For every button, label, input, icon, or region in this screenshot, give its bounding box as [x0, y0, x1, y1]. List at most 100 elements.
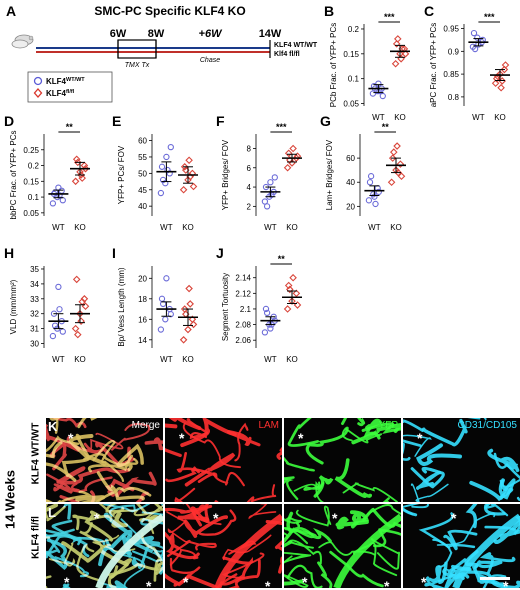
data-point-ko	[286, 285, 294, 294]
y-tick-label: 35	[30, 265, 39, 274]
data-point-ko	[401, 50, 410, 58]
data-point-wt	[372, 200, 379, 208]
data-point-ko	[388, 154, 397, 162]
data-point-wt	[55, 184, 62, 191]
data-point-wt	[159, 176, 167, 184]
y-axis-label: PCb Frac. of YFP+ PCs	[329, 23, 338, 108]
x-tick-label-ko: KO	[494, 113, 506, 122]
data-point-wt	[158, 295, 166, 302]
data-point-wt	[55, 283, 62, 291]
scale-bar	[480, 577, 510, 580]
legend-diamond-icon	[33, 88, 43, 98]
data-point-ko	[71, 177, 80, 186]
y-tick-label: 0.9	[448, 47, 460, 56]
asterisk-marker: *	[183, 574, 189, 588]
y-tick-label: 0.1	[28, 193, 40, 202]
y-tick-label: 60	[138, 137, 147, 146]
data-point-ko	[81, 164, 90, 173]
x-tick-label-wt: WT	[52, 355, 65, 364]
data-point-wt	[379, 92, 386, 100]
panel-letter-l: L	[48, 505, 56, 520]
x-tick-label-ko: KO	[390, 223, 402, 232]
data-point-ko	[284, 149, 293, 158]
data-point-wt	[158, 163, 166, 170]
y-axis-label: YFP+ Bridges/ FOV	[221, 139, 230, 210]
x-tick-label-ko: KO	[286, 223, 298, 232]
data-point-ko	[72, 155, 81, 164]
x-tick-label-wt: WT	[160, 355, 173, 364]
data-point-ko	[390, 148, 398, 156]
column-label-3: YFP	[378, 420, 398, 431]
panel-letter-h: H	[4, 245, 14, 261]
tmx-label: TMX Tx	[125, 62, 150, 69]
x-tick-label-wt: WT	[472, 113, 485, 122]
data-point-wt	[263, 203, 271, 210]
y-tick-label: 45	[138, 186, 147, 195]
data-point-ko	[396, 160, 405, 168]
y-tick-label: 20	[138, 274, 147, 283]
y-tick-label: 2.08	[235, 321, 251, 330]
panel-letter-b: B	[324, 3, 334, 19]
y-tick-label: 32	[30, 310, 39, 319]
y-tick-label: 2.12	[235, 289, 251, 298]
y-tick-label: 0.05	[343, 100, 359, 109]
data-point-wt	[49, 332, 57, 340]
data-point-wt	[159, 300, 167, 308]
data-point-wt	[167, 311, 174, 318]
y-tick-label: 2	[247, 202, 252, 211]
y-tick-label: 60	[346, 154, 355, 163]
data-point-ko	[284, 281, 293, 290]
y-tick-label: 20	[346, 202, 355, 211]
data-point-ko	[393, 142, 401, 150]
data-point-wt	[366, 179, 374, 186]
asterisk-marker: *	[94, 510, 100, 526]
y-tick-label: 0.25	[23, 146, 39, 155]
data-point-ko	[179, 185, 188, 194]
data-point-ko	[500, 65, 509, 74]
panel-letter-d: D	[4, 113, 14, 129]
significance-label: **	[382, 122, 390, 132]
column-label-2: LAM	[258, 420, 279, 431]
y-tick-label: 30	[30, 340, 39, 349]
data-point-wt	[56, 306, 63, 313]
y-tick-label: 16	[138, 315, 147, 324]
x-tick-label-wt: WT	[264, 355, 277, 364]
row-labels: KLF4 WT/WT KLF4 fl/fl	[22, 414, 46, 590]
micrograph-l-3: * * *	[284, 504, 401, 588]
x-tick-label-ko: KO	[286, 355, 298, 364]
y-tick-label: 40	[138, 202, 147, 211]
y-tick-label: 0.15	[23, 177, 39, 186]
data-point-wt	[367, 173, 375, 180]
week-8w: 8W	[148, 28, 165, 40]
y-tick-label: 34	[30, 280, 39, 289]
data-point-wt	[164, 166, 171, 174]
line-label-wt: KLF4 WT/WT	[274, 42, 318, 49]
chart-g: G 20 40 60 Lam+ Bridges/ FOV WT KO **	[320, 113, 406, 232]
mouse-icon	[11, 34, 34, 49]
panel-letter-i: I	[112, 245, 116, 261]
data-point-wt	[59, 197, 66, 204]
chase-label: Chase	[200, 57, 220, 64]
asterisk-marker: *	[503, 578, 509, 588]
data-point-wt	[167, 143, 174, 151]
data-point-ko	[283, 163, 292, 172]
y-tick-label: 0.05	[23, 209, 39, 218]
asterisk-marker: *	[417, 430, 423, 446]
data-point-ko	[77, 171, 85, 179]
y-axis-label: Lam+ Bridges/ FOV	[325, 139, 334, 210]
data-point-ko	[185, 284, 193, 293]
chart-i: I 14 16 18 20 Bp/ Vess Length (mm) WT KO	[112, 245, 198, 364]
data-point-ko	[397, 55, 405, 63]
chart-d: D 0.05 0.1 0.15 0.2 0.25 bbPC Frac. of YFP+ PC…	[4, 113, 90, 232]
x-tick-label-wt: WT	[52, 223, 65, 232]
data-point-ko	[492, 74, 501, 83]
data-point-wt	[261, 329, 269, 336]
asterisk-marker: *	[213, 510, 219, 526]
data-point-ko	[180, 163, 189, 171]
data-point-wt	[271, 174, 278, 181]
y-tick-label: 31	[30, 325, 39, 334]
y-tick-label: 8	[247, 144, 252, 153]
data-point-ko	[289, 144, 297, 153]
y-tick-label: 0.8	[448, 93, 460, 102]
